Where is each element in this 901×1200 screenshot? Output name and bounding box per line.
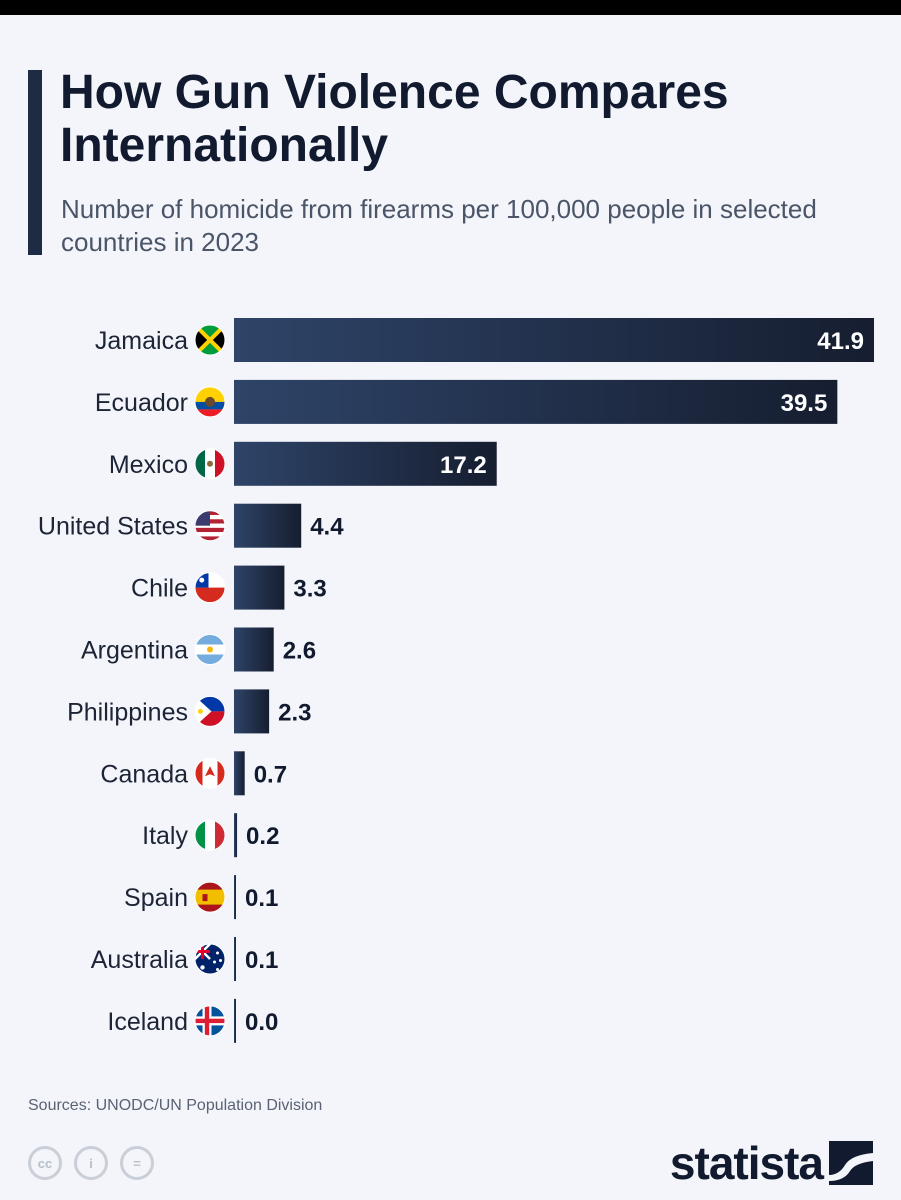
- canada-flag-icon: [194, 757, 226, 789]
- attribution-icon: i: [74, 1146, 108, 1180]
- value-label: 0.1: [245, 947, 278, 974]
- iceland-flag-icon: [194, 1005, 226, 1037]
- category-label: Italy: [142, 822, 188, 850]
- value-label: 0.2: [246, 823, 279, 850]
- chart-title: How Gun Violence Compares Internationall…: [60, 66, 729, 172]
- chart-row-iceland: Iceland 0.0: [107, 998, 278, 1043]
- chart-row-ecuador: Ecuador 39.5: [95, 379, 838, 424]
- category-label: Philippines: [67, 698, 188, 726]
- mexico-flag-icon: [194, 448, 226, 480]
- usa-flag-icon: [194, 510, 226, 542]
- chart-row-mexico: Mexico 17.2: [109, 441, 497, 486]
- value-label: 0.0: [245, 1009, 278, 1036]
- chart-row-jamaica: Jamaica 41.9: [95, 318, 874, 362]
- category-label: Jamaica: [95, 327, 188, 355]
- value-label: 41.9: [817, 328, 864, 355]
- chart-row-united-states: United States 4.4: [38, 503, 344, 548]
- bar: [234, 875, 236, 920]
- value-label: 39.5: [781, 390, 828, 417]
- value-label: 2.6: [283, 638, 316, 665]
- chart-row-australia: Australia 0.1: [91, 937, 278, 981]
- italy-flag-icon: [194, 819, 226, 851]
- bar: [234, 751, 245, 796]
- bar: [234, 503, 302, 548]
- bar-chart: Jamaica 41.9 Ecuador 39.5 Mexico 17.2 United S…: [38, 318, 874, 1043]
- chart-row-italy: Italy 0.2: [142, 813, 279, 858]
- cc-license-icon: cc: [28, 1146, 62, 1180]
- source-note: Sources: UNODC/UN Population Division: [28, 1097, 323, 1114]
- chart-subtitle: Number of homicide from firearms per 100…: [61, 194, 817, 257]
- ecuador-flag-icon: [194, 386, 226, 418]
- category-label: Canada: [100, 760, 188, 788]
- value-label: 17.2: [440, 452, 487, 479]
- argentina-flag-icon: [194, 634, 226, 665]
- category-label: Ecuador: [95, 389, 188, 417]
- value-label: 3.3: [293, 576, 326, 603]
- value-label: 2.3: [278, 699, 311, 726]
- value-label: 0.7: [254, 761, 287, 788]
- bar: [234, 689, 270, 734]
- chart-row-canada: Canada 0.7: [100, 751, 287, 796]
- top-bar: [0, 0, 901, 15]
- chart-row-philippines: Philippines 2.3: [67, 689, 312, 734]
- bar: [234, 627, 274, 672]
- statista-logo: statista: [670, 1136, 873, 1190]
- chile-flag-icon: [194, 572, 226, 604]
- license-icons: cc i =: [28, 1146, 154, 1180]
- value-label: 4.4: [310, 514, 344, 541]
- australia-flag-icon: [194, 943, 226, 975]
- category-label: Chile: [131, 575, 188, 603]
- bar: [234, 813, 238, 858]
- category-label: Spain: [124, 884, 188, 912]
- bar: [234, 565, 285, 610]
- brand-name: statista: [669, 1137, 824, 1189]
- category-label: United States: [38, 513, 188, 541]
- category-label: Argentina: [81, 637, 188, 665]
- jamaica-flag-icon: [194, 324, 226, 356]
- chart-row-chile: Chile 3.3: [131, 565, 327, 610]
- philippines-flag-icon: [194, 695, 226, 727]
- spain-flag-icon: [194, 881, 226, 913]
- bar: [234, 441, 497, 486]
- bar: [234, 937, 236, 981]
- chart-row-spain: Spain 0.1: [124, 875, 278, 920]
- value-label: 0.1: [245, 885, 278, 912]
- no-derivatives-icon: =: [120, 1146, 154, 1180]
- bar: [234, 379, 838, 424]
- category-label: Mexico: [109, 451, 188, 479]
- title-accent-bar: [28, 70, 42, 255]
- category-label: Iceland: [107, 1008, 188, 1036]
- chart-row-argentina: Argentina 2.6: [81, 627, 316, 672]
- bar: [234, 318, 874, 362]
- category-label: Australia: [91, 946, 188, 974]
- bar: [234, 998, 236, 1043]
- statista-mark-icon: [829, 1141, 873, 1185]
